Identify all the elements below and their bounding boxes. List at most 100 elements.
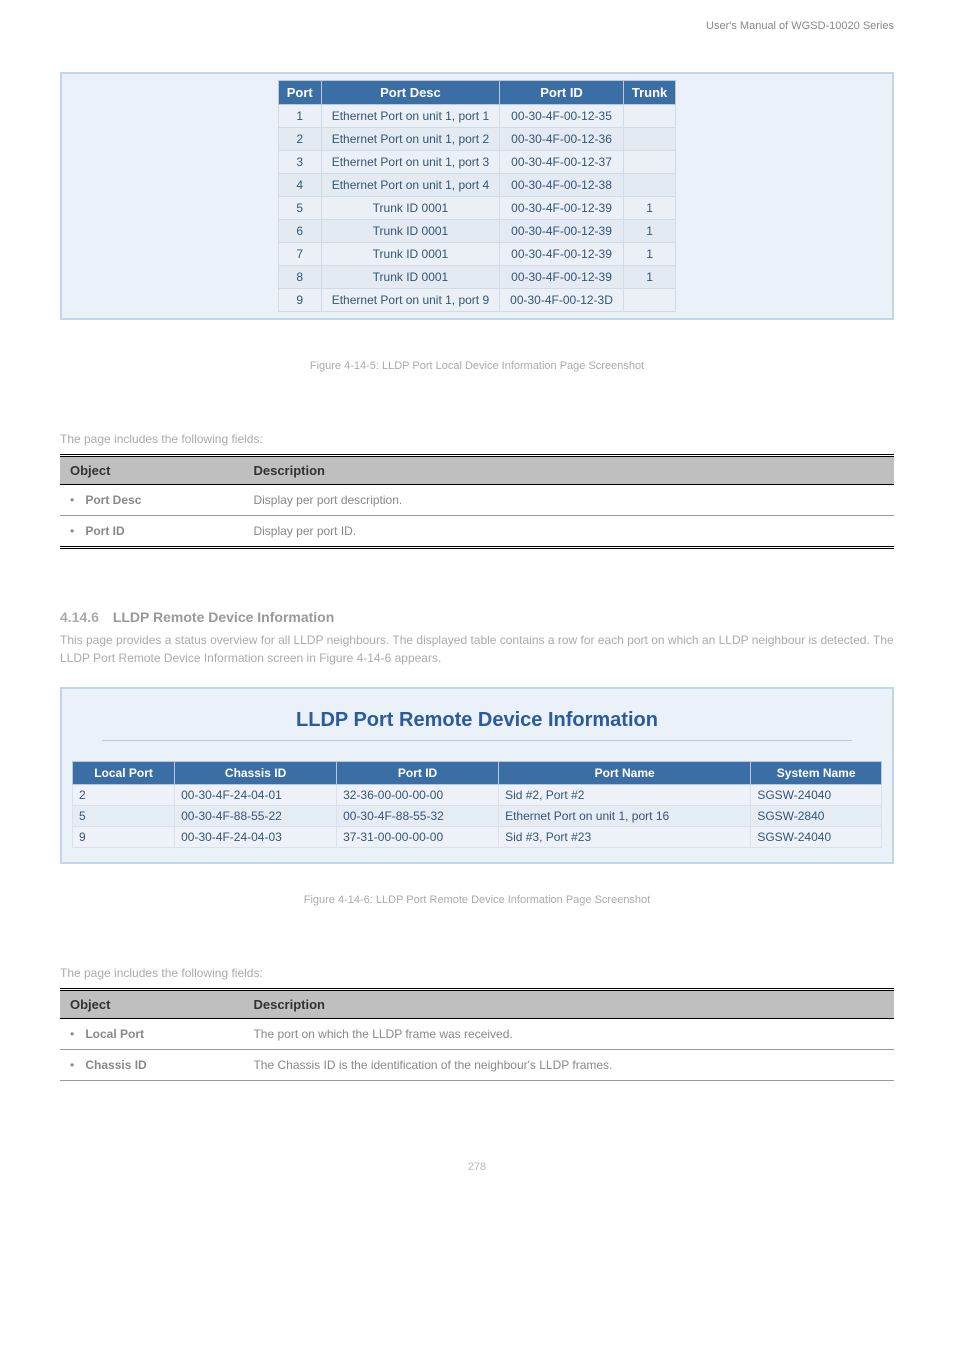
port-cell	[623, 174, 675, 197]
table-row: 9Ethernet Port on unit 1, port 900-30-4F…	[278, 289, 676, 312]
remote-cell: SGSW-24040	[751, 827, 882, 848]
desc-obj: • Port Desc	[60, 485, 243, 516]
title-sep	[102, 740, 852, 741]
port-cell	[623, 151, 675, 174]
panel-port-local: PortPort DescPort IDTrunk 1Ethernet Port…	[60, 72, 894, 320]
table-row: • Local PortThe port on which the LLDP f…	[60, 1019, 894, 1050]
doc-header: User's Manual of WGSD-10020 Series	[60, 20, 894, 32]
port-cell	[623, 105, 675, 128]
port-cell: Trunk ID 0001	[321, 197, 499, 220]
port-cell: 1	[623, 266, 675, 289]
remote-table: Local PortChassis IDPort IDPort NameSyst…	[72, 761, 882, 848]
port-cell: 1	[278, 105, 321, 128]
section-heading: 4.14.6 LLDP Remote Device Information	[60, 609, 894, 625]
page-number: 278	[60, 1161, 894, 1173]
table-row: 2Ethernet Port on unit 1, port 200-30-4F…	[278, 128, 676, 151]
desc2-intro: The page includes the following fields:	[60, 966, 894, 980]
remote-cell: 2	[73, 785, 175, 806]
desc2-h-desc: Description	[243, 990, 894, 1019]
remote-cell: Sid #2, Port #2	[499, 785, 751, 806]
port-cell: 1	[623, 243, 675, 266]
port-cell: 2	[278, 128, 321, 151]
desc-text: The port on which the LLDP frame was rec…	[243, 1019, 894, 1050]
port-cell: Ethernet Port on unit 1, port 9	[321, 289, 499, 312]
remote-cell: Sid #3, Port #23	[499, 827, 751, 848]
port-cell: Ethernet Port on unit 1, port 4	[321, 174, 499, 197]
desc-obj: • Chassis ID	[60, 1050, 243, 1081]
desc1-h-desc: Description	[243, 456, 894, 485]
remote-th: Local Port	[73, 762, 175, 785]
port-th: Port Desc	[321, 81, 499, 105]
port-cell: 00-30-4F-00-12-39	[500, 220, 624, 243]
table-row: • Port DescDisplay per port description.	[60, 485, 894, 516]
port-cell: Trunk ID 0001	[321, 243, 499, 266]
table-row: 8Trunk ID 000100-30-4F-00-12-391	[278, 266, 676, 289]
desc2-h-obj: Object	[60, 990, 243, 1019]
port-cell: Ethernet Port on unit 1, port 1	[321, 105, 499, 128]
remote-cell: 00-30-4F-88-55-32	[337, 806, 499, 827]
table-row: 5Trunk ID 000100-30-4F-00-12-391	[278, 197, 676, 220]
desc1-intro: The page includes the following fields:	[60, 432, 894, 446]
remote-th: Chassis ID	[175, 762, 337, 785]
remote-cell: 37-31-00-00-00-00	[337, 827, 499, 848]
port-cell: 8	[278, 266, 321, 289]
remote-th: Port ID	[337, 762, 499, 785]
remote-cell: 00-30-4F-24-04-01	[175, 785, 337, 806]
desc-obj: • Local Port	[60, 1019, 243, 1050]
port-cell: 00-30-4F-00-12-36	[500, 128, 624, 151]
remote-cell: SGSW-2840	[751, 806, 882, 827]
remote-cell: Ethernet Port on unit 1, port 16	[499, 806, 751, 827]
port-cell: 7	[278, 243, 321, 266]
desc-text: Display per port ID.	[243, 516, 894, 548]
port-cell: 00-30-4F-00-12-39	[500, 243, 624, 266]
port-th: Port ID	[500, 81, 624, 105]
port-cell: Trunk ID 0001	[321, 220, 499, 243]
table-row: • Chassis IDThe Chassis ID is the identi…	[60, 1050, 894, 1081]
port-cell: 00-30-4F-00-12-3D	[500, 289, 624, 312]
port-cell: 1	[623, 220, 675, 243]
remote-cell: 00-30-4F-88-55-22	[175, 806, 337, 827]
port-th: Trunk	[623, 81, 675, 105]
port-cell: 1	[623, 197, 675, 220]
port-cell: 00-30-4F-00-12-37	[500, 151, 624, 174]
port-th: Port	[278, 81, 321, 105]
table-row: 1Ethernet Port on unit 1, port 100-30-4F…	[278, 105, 676, 128]
remote-cell: 00-30-4F-24-04-03	[175, 827, 337, 848]
desc-text: The Chassis ID is the identification of …	[243, 1050, 894, 1081]
remote-cell: 32-36-00-00-00-00	[337, 785, 499, 806]
fig2-caption: Figure 4-14-6: LLDP Port Remote Device I…	[60, 894, 894, 906]
panel-remote: LLDP Port Remote Device Information Loca…	[60, 687, 894, 864]
fig1-caption: Figure 4-14-5: LLDP Port Local Device In…	[60, 360, 894, 372]
port-cell: 3	[278, 151, 321, 174]
desc-table-1: Object Description • Port DescDisplay pe…	[60, 454, 894, 549]
section-title: LLDP Remote Device Information	[113, 609, 334, 625]
port-cell: Ethernet Port on unit 1, port 3	[321, 151, 499, 174]
port-cell	[623, 128, 675, 151]
table-row: 4Ethernet Port on unit 1, port 400-30-4F…	[278, 174, 676, 197]
table-row: 200-30-4F-24-04-0132-36-00-00-00-00Sid #…	[73, 785, 882, 806]
port-cell: 00-30-4F-00-12-39	[500, 266, 624, 289]
desc-table-2: Object Description • Local PortThe port …	[60, 988, 894, 1081]
remote-th: System Name	[751, 762, 882, 785]
table-row: • Port IDDisplay per port ID.	[60, 516, 894, 548]
port-cell: Trunk ID 0001	[321, 266, 499, 289]
port-cell: 4	[278, 174, 321, 197]
remote-cell: 5	[73, 806, 175, 827]
port-cell: 9	[278, 289, 321, 312]
remote-th: Port Name	[499, 762, 751, 785]
section-body: This page provides a status overview for…	[60, 631, 894, 667]
table-row: 900-30-4F-24-04-0337-31-00-00-00-00Sid #…	[73, 827, 882, 848]
table-row: 3Ethernet Port on unit 1, port 300-30-4F…	[278, 151, 676, 174]
table-row: 7Trunk ID 000100-30-4F-00-12-391	[278, 243, 676, 266]
panel2-title: LLDP Port Remote Device Information	[72, 709, 882, 732]
port-cell	[623, 289, 675, 312]
port-cell: 5	[278, 197, 321, 220]
section-num: 4.14.6	[60, 609, 99, 625]
port-cell: 00-30-4F-00-12-39	[500, 197, 624, 220]
port-cell: 00-30-4F-00-12-35	[500, 105, 624, 128]
port-cell: 00-30-4F-00-12-38	[500, 174, 624, 197]
desc-text: Display per port description.	[243, 485, 894, 516]
port-table: PortPort DescPort IDTrunk 1Ethernet Port…	[278, 80, 677, 312]
port-cell: Ethernet Port on unit 1, port 2	[321, 128, 499, 151]
desc1-h-obj: Object	[60, 456, 243, 485]
